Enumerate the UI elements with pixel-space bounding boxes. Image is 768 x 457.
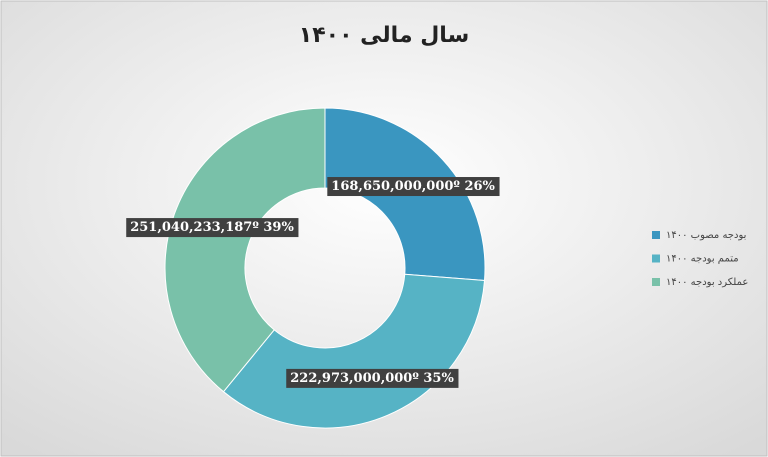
donut-segment	[164, 107, 326, 393]
legend-label: متمم بودجه ۱۴۰۰	[666, 254, 739, 265]
data-label-bg	[327, 177, 500, 197]
data-label: 222,973,000,000º 35%	[290, 371, 454, 386]
legend-swatch	[652, 278, 660, 286]
data-label-group: 222,973,000,000º 35%	[286, 368, 459, 388]
legend-swatch	[652, 254, 660, 263]
legend-label: عملکرد بودجه ۱۴۰۰	[666, 277, 748, 288]
data-label: 251,040,233,187º 39%	[130, 220, 294, 235]
legend-swatch	[652, 231, 660, 239]
legend-label: بودجه مصوب ۱۴۰۰	[666, 230, 746, 241]
data-label: 168,650,000,000º 26%	[331, 179, 495, 194]
chart-title: سال مالی ۱۴۰۰	[299, 23, 469, 48]
data-label-bg	[126, 218, 299, 238]
data-label-bg	[286, 368, 459, 388]
data-label-group: 168,650,000,000º 26%	[327, 177, 500, 197]
data-label-group: 251,040,233,187º 39%	[126, 218, 299, 238]
